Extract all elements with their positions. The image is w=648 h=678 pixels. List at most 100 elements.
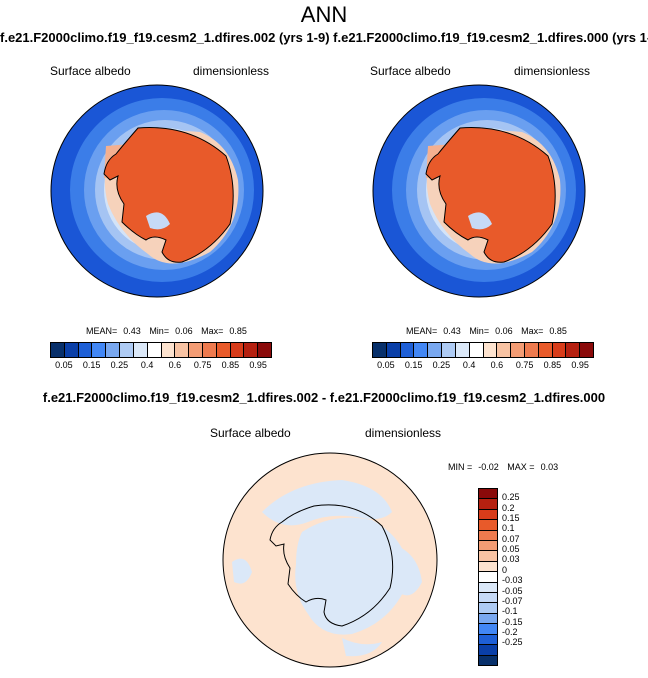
colorbar-swatch [120,343,134,357]
colorbar-swatch [175,343,190,357]
difference-colorbar-ticks: 0.25 0.2 0.15 0.1 0.07 0.05 0.03 0 -0.03 -0.05 -0.… [502,488,542,664]
difference-colorbar-tick-label: -0.07 [502,595,523,606]
difference-colorbar-swatch [479,593,497,604]
colorbar-swatch [92,343,107,357]
colorbar-tick-label: 0.75 [515,360,534,370]
difference-title: f.e21.F2000climo.f19_f19.cesm2_1.dfires.… [42,390,606,405]
difference-colorbar-swatch [479,582,497,594]
difference-colorbar-swatch [479,655,497,665]
colorbar-tick-label: 0.6 [168,360,182,370]
left-max-label: Max= [201,326,224,336]
left-stats: MEAN= 0.43 Min= 0.06 Max= 0.85 [86,326,253,336]
colorbar-tick-label: 0.95 [571,360,589,370]
colorbar-swatch [469,343,484,357]
left-colorbar-ticks: 0.05 0.15 0.25 0.4 0.6 0.75 0.85 0.95 [50,360,272,372]
difference-colorbar-swatch [479,603,497,614]
difference-colorbar-swatch [479,645,497,656]
difference-colorbar-tick-label: 0.03 [502,554,520,565]
difference-colorbar-swatch [479,551,497,562]
colorbar-tick-label: 0.25 [110,360,129,370]
colorbar-swatch [483,343,498,357]
colorbar-swatch [497,343,512,357]
difference-colorbar-swatch [479,572,497,583]
left-mean-label: MEAN= [86,326,118,336]
colorbar-swatch [78,343,93,357]
colorbar-tick-label: 0.15 [404,360,423,370]
colorbar-swatch [147,343,162,357]
difference-map-fill [223,453,437,667]
difference-variable-label: Surface albedo [210,426,291,440]
colorbar-swatch [511,343,525,357]
colorbar-tick-label: 0.85 [221,360,240,370]
colorbar-swatch [161,343,176,357]
difference-max-value: 0.03 [540,462,559,472]
left-min-value: 0.06 [175,326,193,336]
left-variable-label: Surface albedo [50,64,131,78]
difference-colorbar-swatch [479,634,497,646]
difference-colorbar-tick-label: -0.1 [502,606,518,617]
difference-colorbar-tick-label: -0.15 [502,616,523,627]
colorbar-swatch [258,343,271,357]
colorbar-tick-label: 0.75 [193,360,212,370]
difference-min-label: MIN = [448,462,473,472]
difference-stats: MIN = -0.02 MAX = 0.03 [448,462,564,472]
difference-colorbar-tick-label: -0.03 [502,575,523,586]
colorbar-swatch [373,343,387,357]
colorbar-tick-label: 0.05 [377,360,395,370]
difference-colorbar-tick-label: -0.2 [502,626,518,637]
right-mean-value: 0.43 [443,326,461,336]
colorbar-swatch [414,343,429,357]
colorbar-swatch [216,343,231,357]
right-map-fill [373,85,585,297]
difference-colorbar-tick-label: -0.05 [502,585,523,596]
difference-colorbar-tick-label: 0.07 [502,533,520,544]
difference-colorbar-tick-label: 0.15 [502,513,520,524]
right-units-label: dimensionless [514,64,591,78]
colorbar-swatch [386,343,401,357]
right-stats: MEAN= 0.43 Min= 0.06 Max= 0.85 [406,326,573,336]
colorbar-swatch [202,343,217,357]
right-colorbar [372,342,594,358]
colorbar-tick-label: 0.85 [543,360,562,370]
colorbar-tick-label: 0.15 [82,360,101,370]
left-run-title: f.e21.F2000climo.f19_f19.cesm2_1.dfires.… [0,30,330,45]
colorbar-tick-label: 0.95 [249,360,267,370]
difference-colorbar-tick-label: -0.25 [502,637,523,648]
difference-colorbar [478,488,498,666]
difference-colorbar-swatch [479,489,497,500]
colorbar-swatch [230,343,245,357]
colorbar-tick-label: 0.05 [55,360,73,370]
difference-colorbar-swatch [479,624,497,635]
difference-colorbar-tick-label: 0.2 [502,502,515,513]
difference-min-value: -0.02 [478,462,499,472]
left-units-label: dimensionless [193,64,270,78]
left-colorbar [50,342,272,358]
right-colorbar-ticks: 0.05 0.15 0.25 0.4 0.6 0.75 0.85 0.95 [372,360,594,372]
left-mean-value: 0.43 [123,326,141,336]
left-map-fill [51,85,263,297]
difference-colorbar-swatch [479,561,497,573]
run-titles: f.e21.F2000climo.f19_f19.cesm2_1.dfires.… [0,30,648,45]
colorbar-swatch [189,343,203,357]
difference-max-label: MAX = [507,462,535,472]
right-variable-label: Surface albedo [370,64,451,78]
right-max-label: Max= [521,326,544,336]
left-albedo-map [50,84,264,298]
left-min-label: Min= [149,326,170,336]
colorbar-swatch [538,343,553,357]
difference-colorbar-tick-label: 0.25 [502,492,520,503]
colorbar-tick-label: 0.6 [490,360,504,370]
difference-units-label: dimensionless [365,426,442,440]
colorbar-swatch [244,343,259,357]
colorbar-swatch [428,343,443,357]
right-mean-label: MEAN= [406,326,438,336]
colorbar-tick-label: 0.4 [462,360,476,370]
difference-albedo-map [222,452,438,668]
colorbar-swatch [580,343,593,357]
difference-colorbar-swatch [479,520,497,531]
colorbar-swatch [400,343,415,357]
right-min-label: Min= [469,326,490,336]
left-max-value: 0.85 [229,326,247,336]
colorbar-swatch [455,343,470,357]
colorbar-swatch [552,343,567,357]
